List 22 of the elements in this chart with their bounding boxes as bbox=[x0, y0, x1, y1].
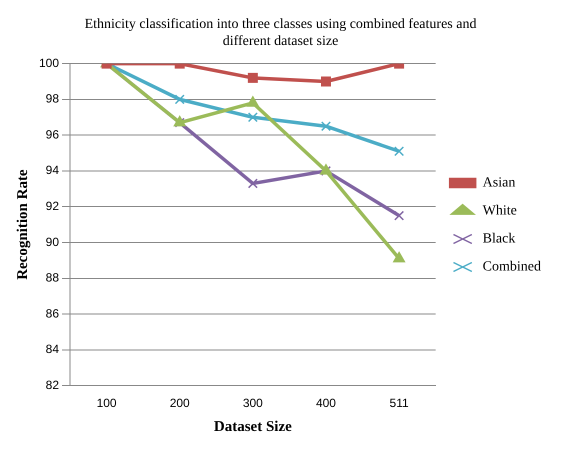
legend-label: White bbox=[482, 204, 517, 219]
y-tick-label: 98 bbox=[46, 92, 60, 106]
y-tick-label: 84 bbox=[46, 342, 60, 356]
legend-label: Asian bbox=[482, 176, 516, 191]
y-tick-label: 94 bbox=[46, 163, 60, 178]
legend-label: Black bbox=[482, 232, 516, 247]
y-tick-label: 90 bbox=[46, 234, 60, 249]
x-tick-label: 400 bbox=[316, 396, 336, 410]
x-tick-label: 300 bbox=[242, 396, 264, 410]
y-tick-label: 96 bbox=[46, 127, 60, 142]
y-tick-label: 88 bbox=[46, 270, 60, 285]
y-axis-title: Recognition Rate bbox=[14, 169, 31, 280]
y-tick-label: 100 bbox=[38, 56, 60, 70]
y-tick-label: 92 bbox=[46, 199, 60, 214]
x-tick-label: 100 bbox=[96, 396, 117, 410]
x-tick-label: 200 bbox=[170, 396, 190, 410]
y-tick-label: 86 bbox=[46, 306, 60, 320]
legend-label: Combined bbox=[482, 260, 542, 275]
chart-title: Ethnicity classification into three classes using combined features and different dataset size bbox=[84, 17, 476, 49]
x-axis-title: Dataset Size bbox=[214, 418, 292, 435]
y-tick-label: 82 bbox=[46, 378, 60, 392]
x-tick-label: 511 bbox=[390, 396, 409, 410]
